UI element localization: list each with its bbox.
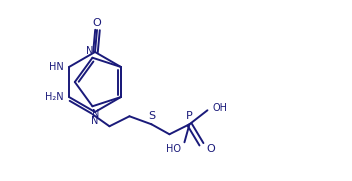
Text: O: O (207, 144, 215, 154)
Text: N: N (86, 46, 93, 56)
Text: N: N (92, 109, 99, 119)
Text: OH: OH (213, 103, 227, 113)
Text: N: N (91, 116, 99, 126)
Text: HO: HO (166, 144, 181, 154)
Text: H₂N: H₂N (45, 92, 64, 102)
Text: HN: HN (49, 62, 64, 72)
Text: P: P (186, 111, 193, 121)
Text: O: O (93, 18, 101, 28)
Text: S: S (148, 111, 155, 121)
